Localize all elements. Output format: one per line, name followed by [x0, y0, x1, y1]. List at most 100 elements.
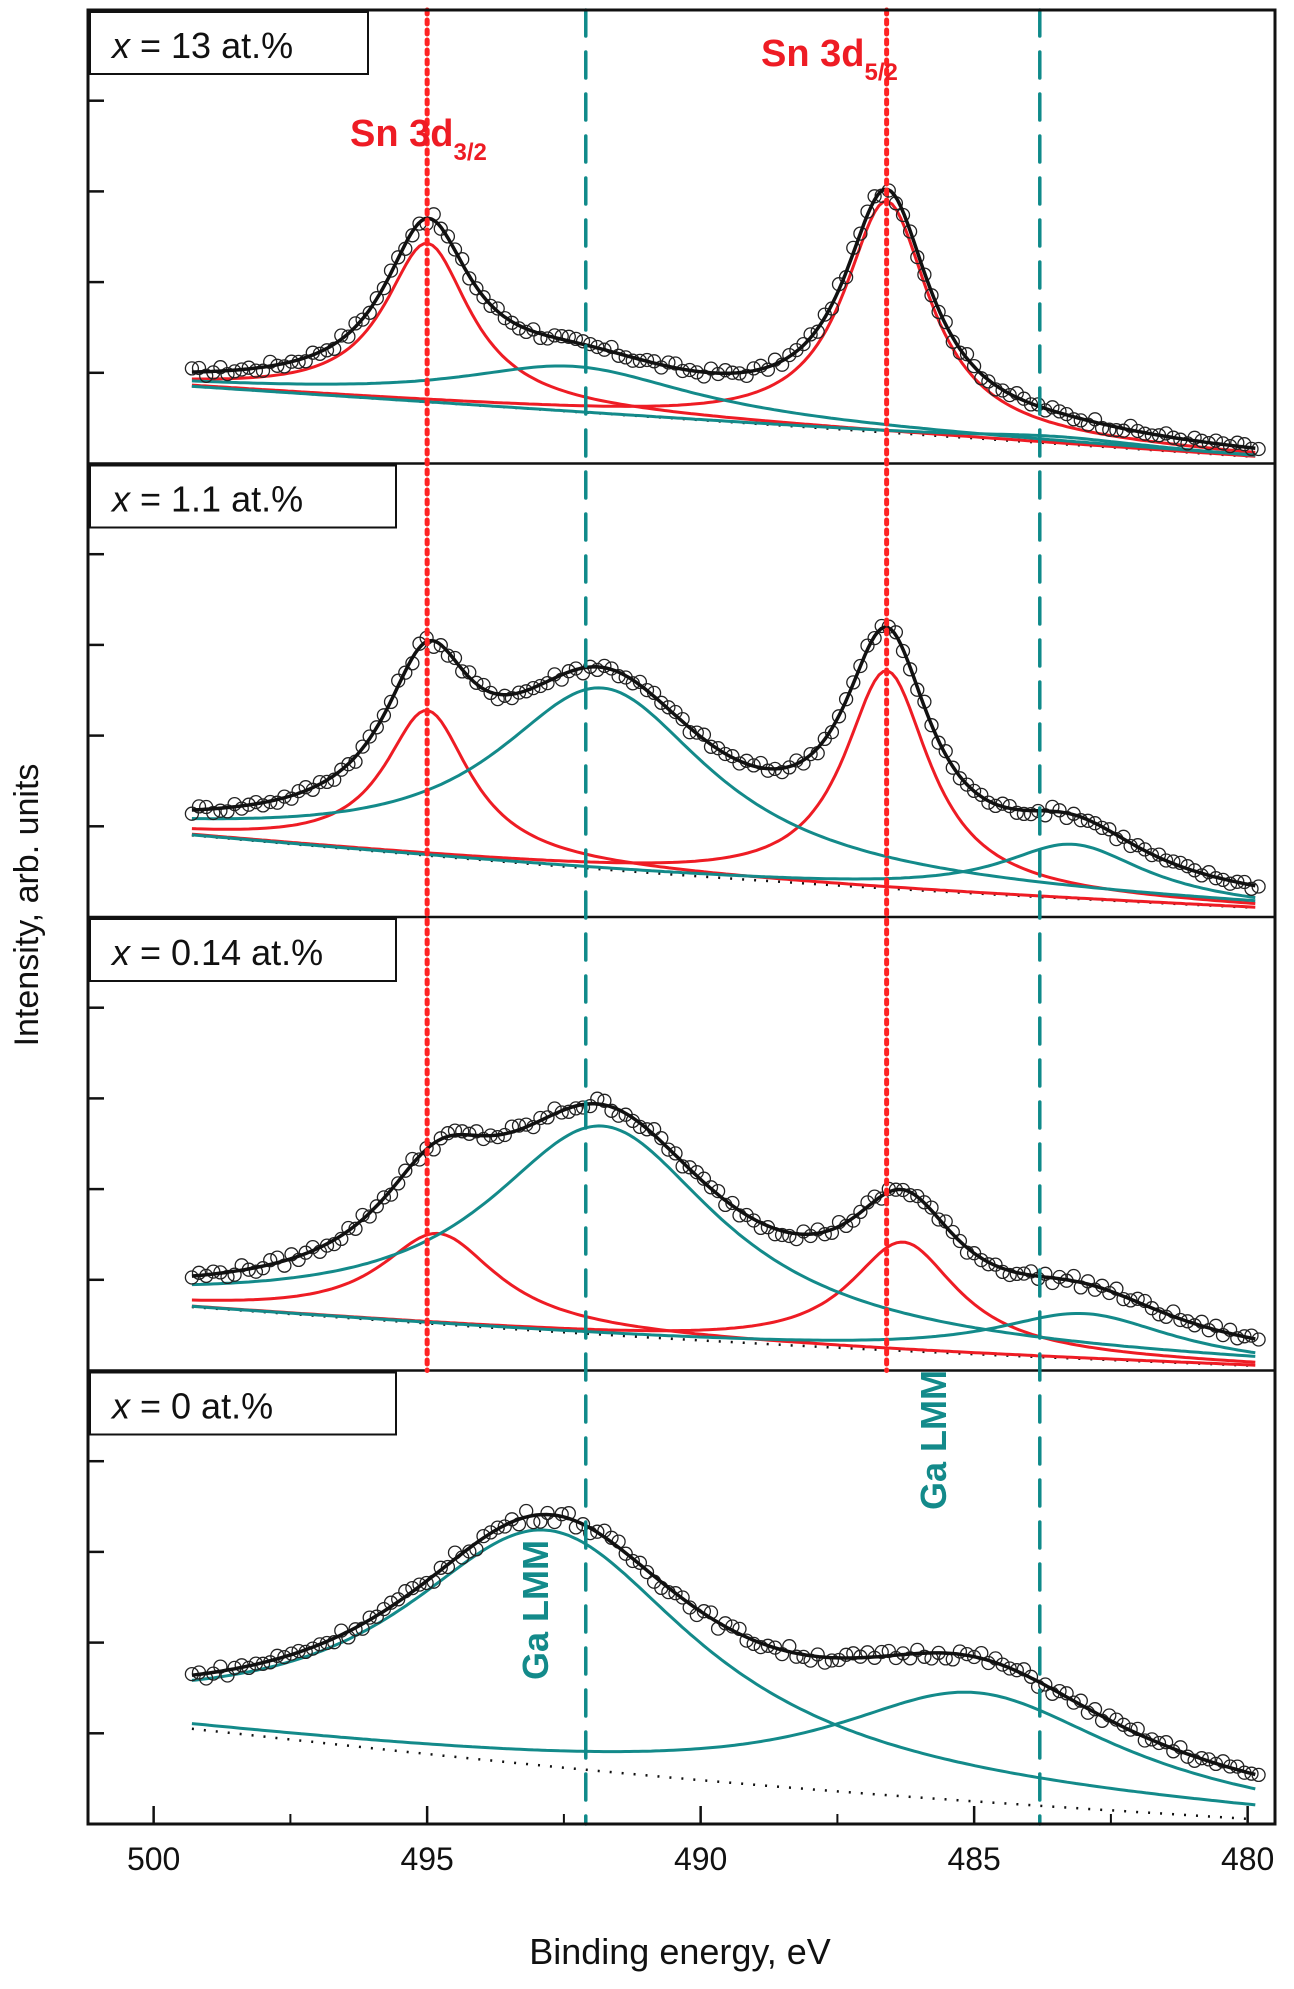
total-fit-line: [191, 1512, 1256, 1777]
data-point: [1094, 420, 1110, 436]
data-point: [703, 361, 719, 376]
data-point: [1002, 387, 1017, 403]
data-point: [341, 757, 356, 772]
x-axis-label: Binding energy, eV: [529, 1931, 831, 1972]
data-point: [917, 1649, 932, 1664]
data-point: [838, 692, 854, 707]
x-tick-label-0: 500: [127, 1841, 180, 1877]
annotation-sn-3d52-sub: 5/2: [864, 59, 897, 86]
data-point: [924, 1200, 939, 1215]
data-point: [789, 1649, 804, 1664]
panel-label-var: x: [110, 932, 132, 973]
data-point: [902, 1651, 918, 1666]
panel-label-var: x: [110, 25, 132, 66]
data-point: [1094, 820, 1110, 836]
data-point: [462, 271, 477, 286]
data-point: [753, 755, 768, 771]
data-point: [703, 1180, 719, 1195]
total-fit-line: [191, 1101, 1256, 1341]
annotation-sn-3d52: Sn 3d5/2: [761, 33, 898, 86]
x-tick-label-4: 480: [1221, 1841, 1274, 1877]
data-point: [803, 746, 818, 762]
data-point: [476, 290, 491, 305]
data-point: [810, 1222, 825, 1237]
data-point: [220, 1269, 235, 1285]
data-point: [1102, 422, 1117, 437]
panel-label-box: [89, 1371, 397, 1436]
data-point: [846, 1646, 861, 1661]
data-point: [234, 801, 249, 816]
data-point: [1151, 1735, 1167, 1751]
data-point: [561, 329, 576, 344]
data-point: [433, 638, 448, 653]
data-point: [810, 324, 825, 339]
data-point: [966, 358, 982, 374]
data-point: [376, 1190, 392, 1205]
data-point: [1215, 1754, 1231, 1769]
data-point: [888, 625, 904, 640]
data-point: [1023, 1669, 1039, 1684]
data-point: [739, 368, 754, 384]
data-point: [213, 1659, 228, 1674]
data-point: [369, 720, 384, 735]
data-point: [213, 803, 228, 818]
component-ga-2: [191, 1124, 1256, 1358]
panel-label-var: x: [110, 1386, 132, 1427]
data-point: [1230, 435, 1245, 450]
data-point: [931, 1212, 946, 1227]
panel-label-text: = 0 at.%: [130, 1386, 273, 1427]
component-ga-3: [191, 384, 1256, 457]
data-point: [469, 281, 484, 296]
annotation-sn-3d32-sub: 3/2: [453, 139, 486, 166]
data-point: [853, 226, 868, 241]
data-point: [838, 1647, 854, 1662]
data-point: [931, 735, 946, 750]
data-point: [654, 695, 669, 710]
data-point: [824, 1653, 840, 1668]
data-point: [383, 694, 399, 710]
data-point: [348, 316, 363, 331]
data-point: [334, 762, 349, 777]
data-point: [831, 1652, 847, 1668]
data-point: [1144, 1732, 1160, 1747]
annotation-sn-3d32-main: Sn 3d: [350, 113, 453, 155]
data-point: [1102, 822, 1117, 837]
component-ga-3: [191, 833, 1256, 900]
total-fit-line: [191, 187, 1256, 450]
data-point: [689, 725, 704, 740]
data-point: [391, 250, 406, 265]
data-point: [746, 1213, 761, 1228]
panel-label-var: x: [110, 479, 132, 520]
data-point: [440, 1126, 456, 1141]
y-axis-label: Intensity, arb. units: [8, 764, 46, 1047]
data-point: [760, 1638, 776, 1653]
data-point: [1009, 805, 1024, 820]
data-point: [853, 658, 868, 674]
data-point: [661, 700, 676, 715]
data-point: [675, 711, 690, 727]
data-point: [362, 305, 377, 320]
data-point: [1038, 1677, 1053, 1692]
panel-label: x = 13 at.%: [110, 25, 293, 66]
data-point: [504, 315, 520, 330]
data-point: [369, 1609, 384, 1624]
panel-label-text: = 13 at.%: [130, 25, 293, 66]
data-point: [526, 680, 541, 696]
data-point: [710, 741, 726, 756]
data-point: [782, 347, 797, 363]
data-point: [412, 1577, 427, 1592]
data-point: [1080, 417, 1096, 432]
data-point: [1158, 426, 1174, 441]
data-point: [774, 764, 790, 780]
data-point: [1087, 816, 1103, 831]
data-point: [853, 1204, 868, 1220]
data-point: [341, 1220, 356, 1236]
data-point: [440, 648, 456, 663]
data-point: [255, 363, 271, 378]
data-point: [867, 630, 882, 646]
reference-lines: [424, 7, 1042, 1826]
data-point: [1237, 437, 1252, 452]
panel-1: x = 1.1 at.%: [88, 462, 1275, 909]
data-point: [590, 662, 605, 678]
